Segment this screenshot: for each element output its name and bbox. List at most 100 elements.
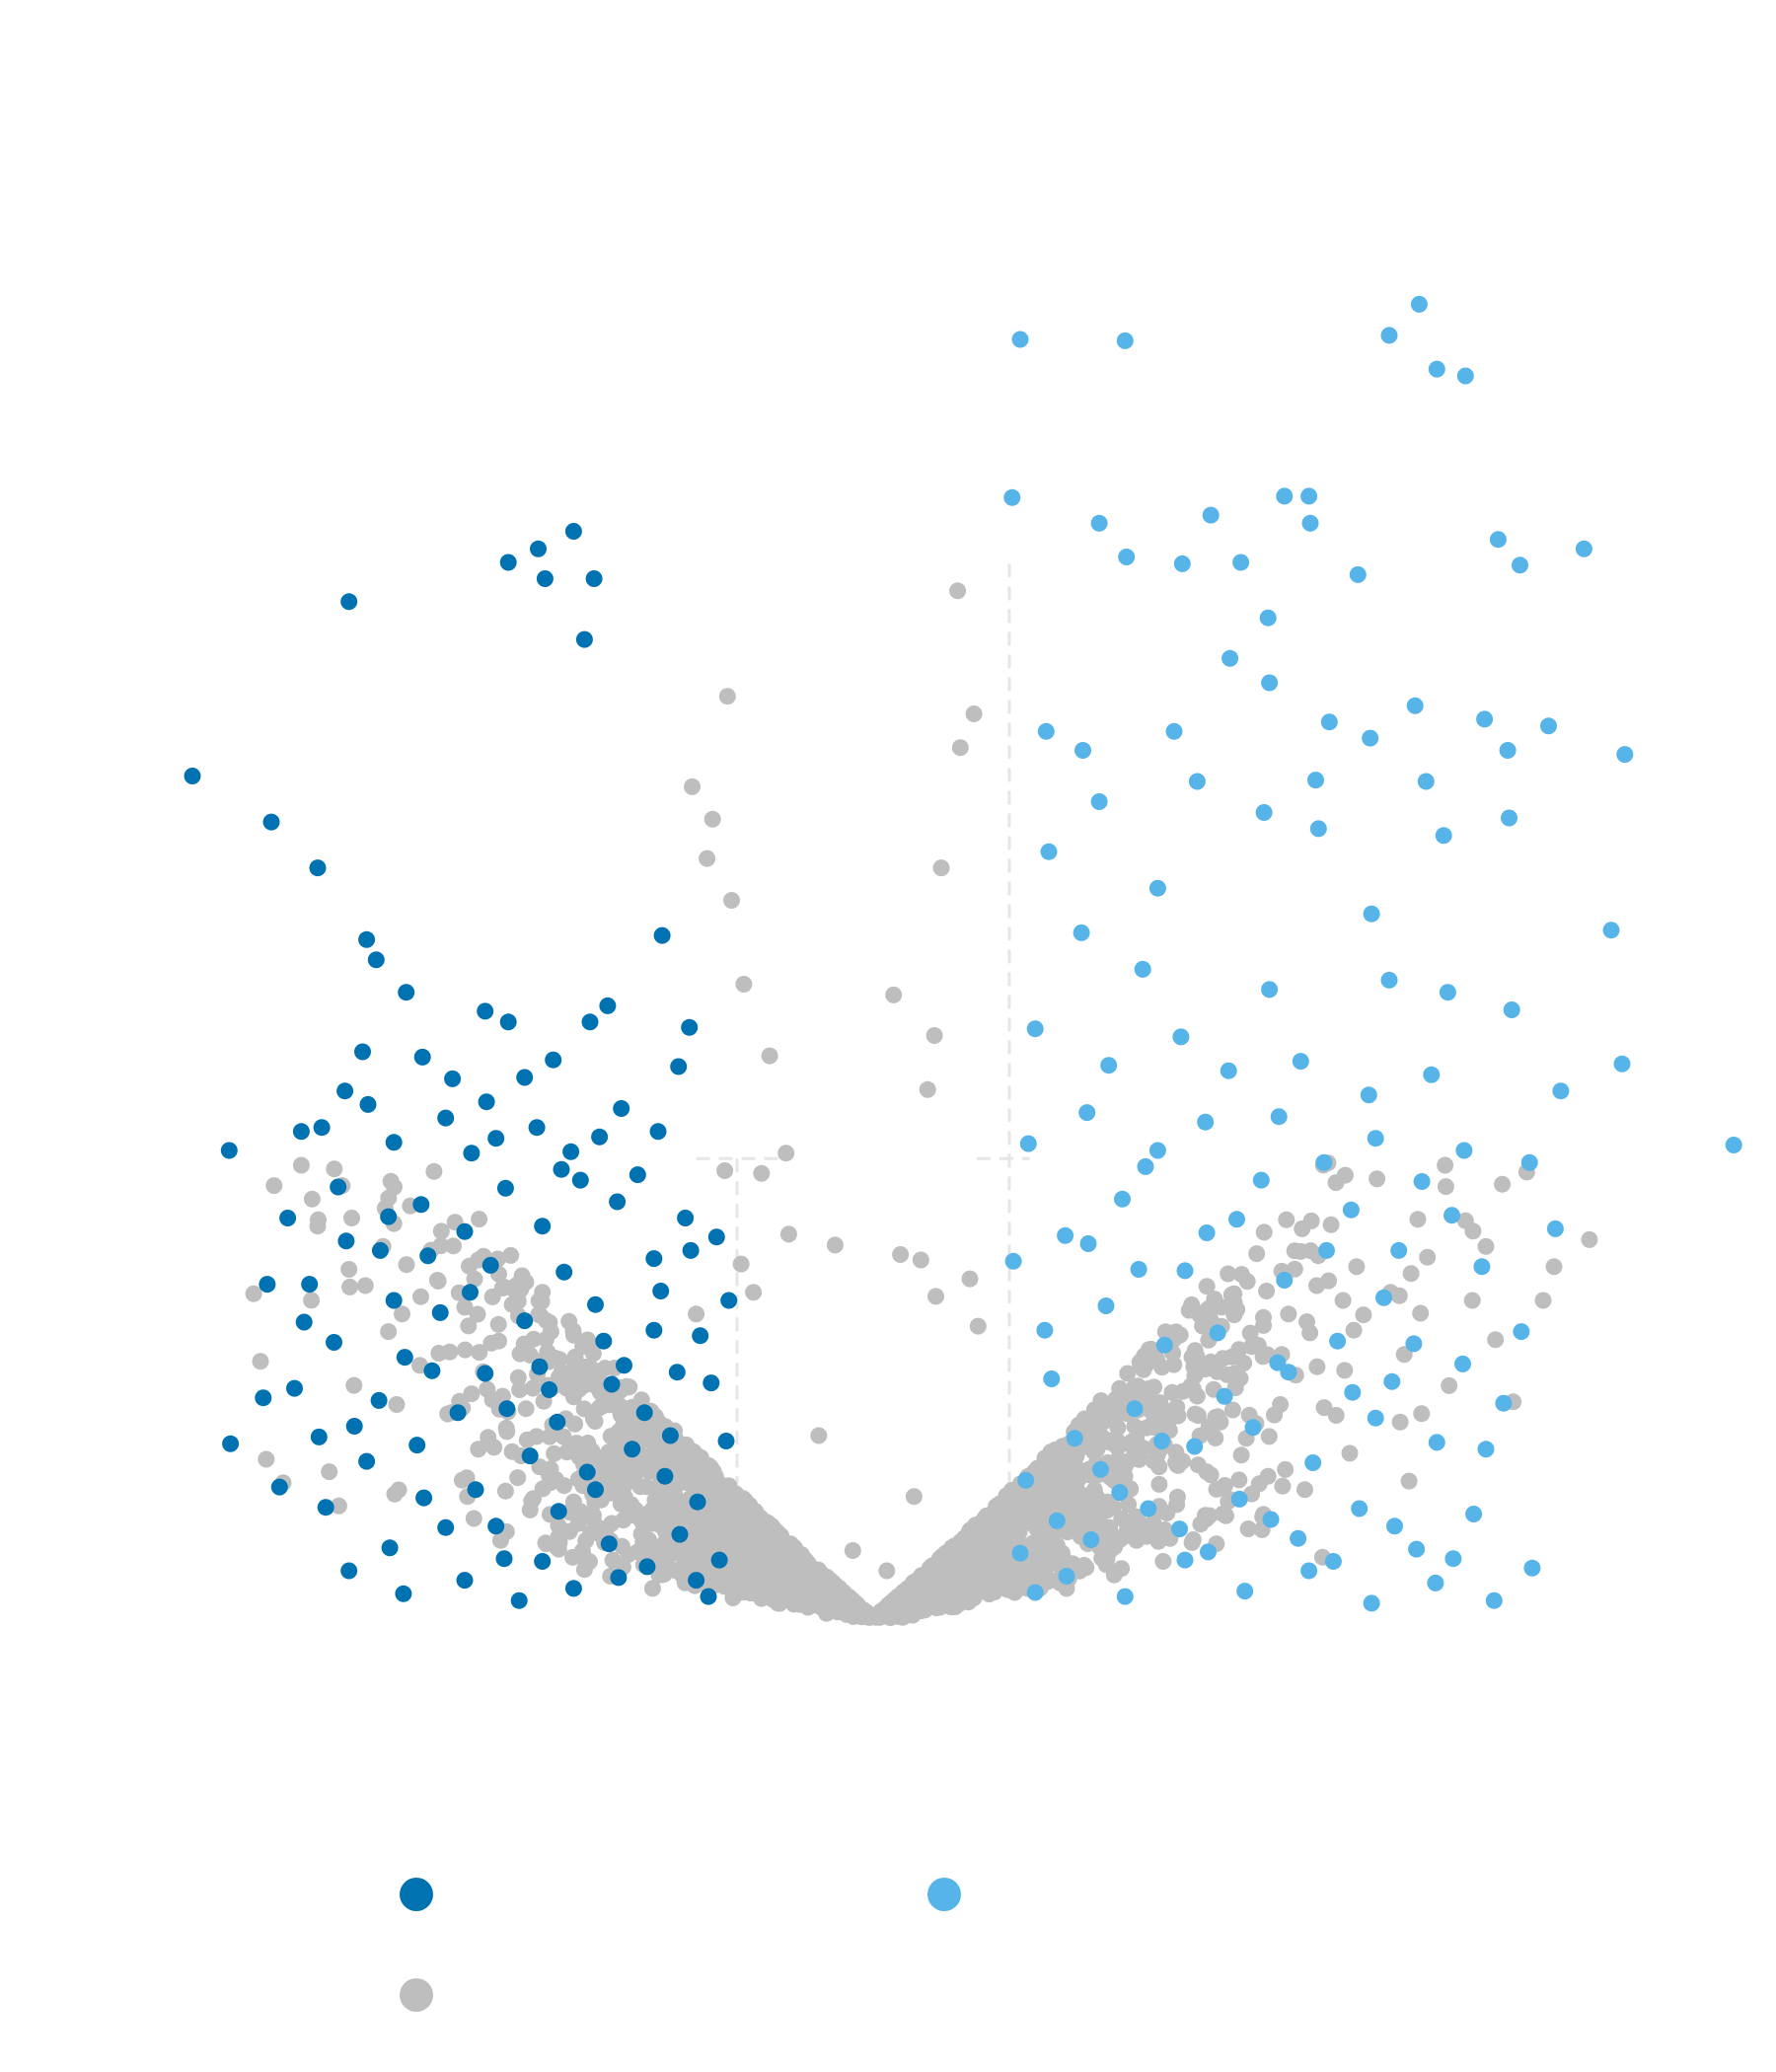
point-down-regulated — [499, 554, 517, 571]
point-down-regulated — [575, 630, 593, 648]
point-not-significant — [498, 1423, 516, 1441]
point-down-regulated — [415, 1489, 433, 1507]
point-down-regulated — [564, 523, 582, 540]
series-down-regulated — [184, 523, 738, 1609]
point-not-significant — [1239, 1520, 1257, 1537]
point-down-regulated — [571, 1171, 589, 1189]
point-down-regulated — [330, 1178, 347, 1196]
point-not-significant — [1225, 1285, 1243, 1302]
point-up-regulated — [1228, 1211, 1245, 1228]
point-down-regulated — [423, 1362, 441, 1379]
series-not-significant — [245, 582, 1598, 1626]
point-up-regulated — [1406, 697, 1424, 714]
point-not-significant — [1581, 1230, 1598, 1248]
point-down-regulated — [340, 593, 358, 611]
point-not-significant — [732, 1255, 750, 1273]
point-down-regulated — [585, 570, 603, 587]
point-up-regulated — [1292, 1053, 1309, 1071]
point-not-significant — [1260, 1428, 1278, 1445]
point-not-significant — [530, 1292, 548, 1309]
point-up-regulated — [1186, 1438, 1204, 1455]
point-up-regulated — [1011, 1544, 1029, 1562]
point-up-regulated — [1092, 1460, 1109, 1478]
point-not-significant — [456, 1298, 474, 1316]
point-not-significant — [1123, 1383, 1141, 1401]
point-up-regulated — [1244, 1419, 1262, 1437]
point-not-significant — [303, 1190, 321, 1208]
point-not-significant — [832, 1602, 850, 1620]
point-up-regulated — [1318, 1241, 1335, 1259]
point-up-regulated — [1171, 1520, 1188, 1538]
point-up-regulated — [1324, 1553, 1342, 1570]
point-not-significant — [682, 1455, 700, 1473]
point-down-regulated — [340, 1562, 358, 1580]
point-not-significant — [1223, 1401, 1241, 1419]
point-not-significant — [1222, 1348, 1240, 1366]
point-not-significant — [458, 1469, 476, 1487]
point-down-regulated — [437, 1109, 455, 1127]
point-not-significant — [572, 1437, 590, 1454]
point-not-significant — [925, 1585, 943, 1602]
point-up-regulated — [1307, 772, 1324, 789]
point-down-regulated — [337, 1232, 355, 1250]
point-down-regulated — [710, 1551, 728, 1569]
point-not-significant — [605, 1395, 623, 1413]
point-not-significant — [538, 1312, 555, 1330]
point-not-significant — [1334, 1292, 1352, 1309]
point-not-significant — [631, 1478, 649, 1496]
point-not-significant — [1308, 1277, 1325, 1295]
point-up-regulated — [1220, 1062, 1237, 1079]
point-up-regulated — [1148, 1142, 1166, 1159]
point-up-regulated — [1276, 487, 1294, 505]
point-not-significant — [749, 1574, 767, 1591]
point-down-regulated — [336, 1082, 354, 1100]
point-up-regulated — [1232, 554, 1250, 571]
point-not-significant — [1348, 1258, 1366, 1276]
point-up-regulated — [1155, 1336, 1173, 1354]
point-not-significant — [388, 1396, 406, 1413]
point-not-significant — [341, 1278, 358, 1295]
point-not-significant — [1341, 1444, 1359, 1462]
point-down-regulated — [530, 540, 547, 557]
point-not-significant — [789, 1555, 807, 1573]
point-not-significant — [1413, 1405, 1431, 1423]
point-not-significant — [1120, 1496, 1138, 1514]
point-up-regulated — [1176, 1551, 1194, 1569]
point-up-regulated — [1036, 1321, 1054, 1339]
point-up-regulated — [1057, 1226, 1074, 1244]
point-down-regulated — [499, 1013, 517, 1031]
point-not-significant — [428, 1272, 446, 1289]
point-not-significant — [1248, 1245, 1266, 1263]
point-down-regulated — [371, 1241, 389, 1259]
point-up-regulated — [1465, 1506, 1483, 1522]
point-not-significant — [1230, 1471, 1248, 1489]
point-not-significant — [1063, 1472, 1080, 1490]
point-not-significant — [998, 1487, 1015, 1505]
point-not-significant — [471, 1344, 488, 1362]
point-down-regulated — [358, 930, 376, 948]
point-up-regulated — [1405, 1335, 1423, 1353]
point-up-regulated — [1216, 1387, 1233, 1405]
point-not-significant — [586, 1413, 604, 1430]
point-not-significant — [722, 1569, 740, 1587]
point-not-significant — [1441, 1376, 1458, 1394]
point-down-regulated — [380, 1208, 398, 1225]
point-up-regulated — [1269, 1354, 1287, 1371]
point-up-regulated — [1360, 1086, 1377, 1104]
point-not-significant — [1437, 1156, 1454, 1174]
point-not-significant — [735, 976, 753, 993]
point-not-significant — [491, 1531, 509, 1549]
point-not-significant — [1113, 1510, 1131, 1527]
point-not-significant — [878, 1562, 896, 1580]
point-down-regulated — [549, 1413, 566, 1431]
point-not-significant — [621, 1378, 638, 1396]
point-down-regulated — [595, 1332, 613, 1350]
point-not-significant — [558, 1379, 575, 1397]
point-not-significant — [723, 892, 740, 909]
point-not-significant — [932, 859, 950, 877]
point-not-significant — [714, 1485, 732, 1503]
point-up-regulated — [1004, 1252, 1022, 1270]
point-not-significant — [1169, 1327, 1187, 1345]
point-not-significant — [905, 1488, 923, 1506]
